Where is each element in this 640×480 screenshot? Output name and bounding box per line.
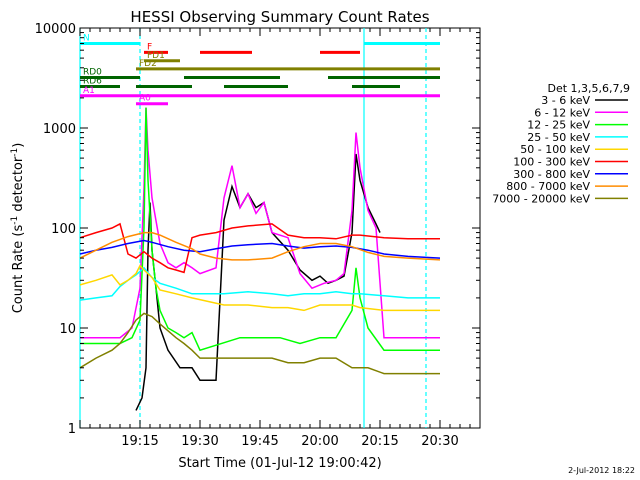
series-line: [79, 264, 440, 312]
y-tick-label: 1: [68, 422, 76, 437]
flag-label: RD6: [83, 77, 102, 87]
chart-title: HESSI Observing Summary Count Rates: [130, 8, 429, 26]
x-axis-label: Start Time (01-Jul-12 19:00:42): [178, 456, 381, 471]
legend-title: Det 1,3,5,6,7,9: [547, 82, 630, 95]
y-axis-label-sup: -1: [10, 216, 20, 225]
legend-label: 50 - 100 keV: [520, 143, 590, 156]
legend-label: 6 - 12 keV: [534, 106, 590, 119]
y-axis-label-mid: detector: [11, 156, 26, 216]
legend-label: 3 - 6 keV: [541, 94, 590, 107]
flag-label: FD1: [147, 51, 165, 61]
y-axis-label-end: ): [11, 143, 26, 148]
series-line: [80, 107, 440, 352]
x-tick-label: 19:15: [121, 434, 158, 449]
legend-label: 12 - 25 keV: [527, 119, 590, 132]
legend-label: 800 - 7000 keV: [506, 180, 590, 193]
axes: 1 10 100 1000 10000 19:15 19:30 19:45 20:00 20:15…: [35, 22, 481, 449]
series-line: [79, 222, 440, 274]
series-line: [135, 153, 381, 411]
y-axis-label-main: Count Rate (s: [11, 225, 26, 314]
x-tick-label: 20:15: [361, 434, 398, 449]
footer-date: 2-Jul-2012 18:22: [568, 466, 635, 475]
y-tick-label: 10000: [35, 22, 76, 37]
x-tick-label: 19:30: [181, 434, 218, 449]
series-line: [79, 266, 440, 301]
x-tick-label: 20:30: [421, 434, 458, 449]
series-line: [79, 312, 440, 375]
y-axis-label: Count Rate (s-1 detector-1): [10, 143, 26, 314]
y-axis-label-sup2: -1: [10, 148, 20, 157]
flag-label: F: [147, 42, 152, 52]
x-tick-label: 19:45: [241, 434, 278, 449]
x-tick-label: 20:00: [301, 434, 338, 449]
flag-label: A1: [83, 86, 95, 96]
y-tick-label: 1000: [43, 122, 76, 137]
flag-label: N: [83, 33, 90, 43]
series-lines: [79, 107, 441, 411]
y-tick-label: 10: [59, 322, 76, 337]
series-line: [80, 107, 440, 339]
flag-label: RD0: [83, 67, 102, 77]
legend-label: 100 - 300 keV: [513, 156, 590, 169]
series-line: [79, 239, 441, 259]
flag-label: FD2: [139, 59, 157, 69]
legend-label: 300 - 800 keV: [513, 168, 590, 181]
legend-label: 25 - 50 keV: [527, 131, 590, 144]
y-tick-label: 100: [51, 222, 76, 237]
series-line: [79, 231, 441, 261]
flag-label: A0: [139, 94, 151, 104]
legend-label: 7000 - 20000 keV: [492, 192, 590, 205]
